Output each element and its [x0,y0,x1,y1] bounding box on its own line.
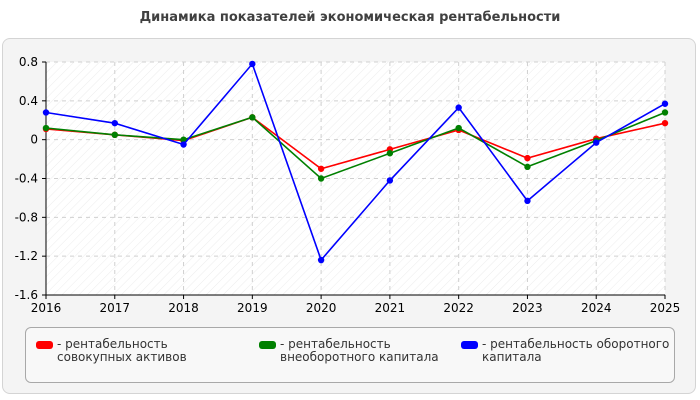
x-tick-label: 2025 [650,301,681,315]
x-tick-label: 2023 [512,301,543,315]
data-point-1 [317,165,325,172]
data-point-3 [593,139,600,146]
data-point-3 [42,109,50,116]
chart-legend: - рентабельность совокупных активов - ре… [25,327,675,383]
legend-label: - рентабельность оборотного капитала [482,337,670,364]
y-tick-label: 0.4 [19,94,38,108]
legend-swatch-red [36,341,53,349]
data-point-2 [42,124,50,132]
plot-area-hatch [46,62,665,295]
data-point-3 [524,197,531,205]
data-point-2 [180,136,187,143]
chart-title: Динамика показателей экономическая рента… [139,10,561,25]
legend-swatch-blue [461,341,478,349]
legend-item-current: - рентабельность оборотного капитала [461,338,672,364]
data-point-2 [249,114,256,121]
x-tick-label: 2022 [443,301,474,315]
x-tick-label: 2017 [100,301,131,315]
legend-label: - рентабельность совокупных активов [57,337,187,364]
data-point-3 [386,177,394,184]
data-point-2 [317,175,325,182]
x-tick-label: 2019 [237,301,268,315]
data-point-1 [524,154,531,162]
x-tick-label: 2018 [168,301,199,315]
legend-swatch-green [259,341,276,349]
x-tick-label: 2021 [375,301,406,315]
data-point-3 [661,100,669,107]
data-point-2 [111,131,118,139]
y-tick-label: -0.4 [15,172,38,186]
data-point-3 [249,60,256,68]
series-line-3 [45,62,666,262]
y-tick-label: -0.8 [15,210,38,224]
y-tick-label: -1.6 [15,288,38,302]
x-tick-label: 2016 [31,301,62,315]
data-point-3 [111,119,118,127]
legend-item-assets: - рентабельность совокупных активов [36,338,237,364]
legend-label: - рентабельность внеоборотного капитала [280,337,439,364]
legend-item-noncurrent: - рентабельность внеоборотного капитала [259,338,445,364]
x-tick-label: 2024 [581,301,612,315]
data-point-3 [455,104,462,111]
data-point-2 [524,163,531,171]
y-tick-label: -1.2 [15,249,38,263]
data-point-1 [661,119,669,127]
data-point-3 [180,141,187,148]
y-tick-label: 0.8 [19,55,38,69]
data-point-2 [386,150,394,157]
data-point-2 [455,124,462,132]
x-tick-label: 2020 [306,301,337,315]
series-line-2 [45,111,666,180]
y-tick-label: 0 [30,133,38,147]
data-point-2 [661,109,669,116]
data-point-3 [317,256,325,264]
